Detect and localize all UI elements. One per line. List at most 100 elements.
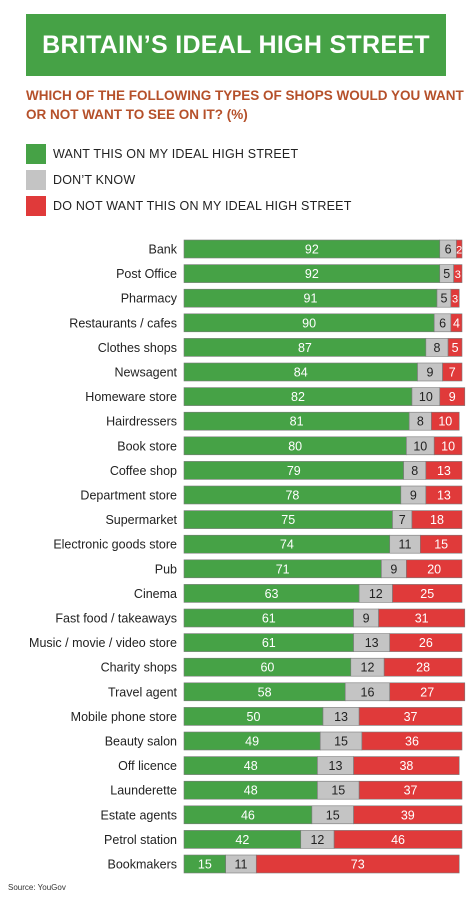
data-label-dont-know: 15 bbox=[331, 784, 345, 798]
legend-swatch-not-want bbox=[26, 196, 46, 216]
category-label: Newsagent bbox=[114, 366, 177, 380]
legend-label-not-want: DO NOT WANT THIS ON MY IDEAL HIGH STREET bbox=[53, 199, 352, 213]
bar-segment-not-want bbox=[411, 510, 463, 529]
bar-segment-not-want bbox=[383, 657, 463, 677]
bar-row-coffee-shop: Coffee shop 79 8 13 bbox=[110, 461, 463, 480]
bar-segment-not-want bbox=[450, 288, 460, 308]
source-note: Source: YouGov bbox=[8, 883, 66, 892]
data-label-want: 15 bbox=[198, 858, 212, 872]
bar-segment-not-want bbox=[333, 830, 463, 849]
bar-segment-not-want bbox=[353, 805, 463, 825]
data-label-want: 74 bbox=[280, 538, 294, 552]
data-label-not-want: 38 bbox=[399, 759, 413, 773]
data-label-want: 82 bbox=[291, 390, 305, 404]
data-label-not-want: 25 bbox=[420, 587, 434, 601]
data-label-want: 71 bbox=[276, 562, 290, 576]
data-label-dont-know: 15 bbox=[326, 808, 340, 822]
data-label-want: 63 bbox=[265, 587, 279, 601]
bar-segment-not-want bbox=[450, 313, 463, 333]
bar-row-launderette: Launderette 48 15 37 bbox=[110, 780, 463, 800]
bar-segment-not-want bbox=[433, 436, 463, 456]
data-label-dont-know: 8 bbox=[417, 415, 424, 429]
bar-segment-not-want bbox=[392, 584, 463, 603]
bar-segment-not-want bbox=[442, 362, 463, 382]
data-label-dont-know: 8 bbox=[434, 341, 441, 355]
data-label-want: 46 bbox=[241, 808, 255, 822]
category-label: Beauty salon bbox=[105, 735, 177, 749]
category-label: Department store bbox=[80, 489, 177, 503]
legend-swatch-want bbox=[26, 144, 46, 164]
data-label-dont-know: 16 bbox=[361, 685, 375, 699]
data-label-want: 61 bbox=[262, 636, 276, 650]
bar-row-restaurants-cafes: Restaurants / cafes 90 6 4 bbox=[69, 313, 463, 333]
data-label-want: 87 bbox=[298, 341, 312, 355]
data-label-not-want: 39 bbox=[401, 808, 415, 822]
bar-row-travel-agent: Travel agent 58 16 27 bbox=[108, 682, 466, 702]
data-label-dont-know: 8 bbox=[411, 464, 418, 478]
category-label: Homeware store bbox=[85, 390, 177, 404]
category-label: Off licence bbox=[118, 759, 177, 773]
data-label-not-want: 20 bbox=[427, 562, 441, 576]
category-label: Pub bbox=[155, 562, 177, 576]
bar-row-bank: Bank 92 6 2 bbox=[149, 239, 463, 259]
data-label-want: 79 bbox=[287, 464, 301, 478]
bar-segment-not-want bbox=[353, 756, 460, 775]
bar-row-cinema: Cinema 63 12 25 bbox=[134, 584, 463, 603]
data-label-want: 42 bbox=[235, 833, 249, 847]
bar-segment-not-want bbox=[456, 239, 463, 259]
data-label-dont-know: 5 bbox=[440, 292, 447, 306]
data-label-not-want: 31 bbox=[415, 612, 429, 626]
bar-segment-not-want bbox=[439, 387, 466, 406]
data-label-not-want: 26 bbox=[419, 636, 433, 650]
title-banner: BRITAIN’S IDEAL HIGH STREET bbox=[26, 14, 446, 76]
chart-subtitle: WHICH OF THE FOLLOWING TYPES OF SHOPS WO… bbox=[26, 88, 464, 122]
data-label-not-want: 3 bbox=[452, 294, 458, 306]
data-label-dont-know: 12 bbox=[361, 661, 375, 675]
category-label: Travel agent bbox=[108, 685, 178, 699]
data-label-want: 49 bbox=[245, 735, 259, 749]
data-label-dont-know: 9 bbox=[410, 489, 417, 503]
category-label: Electronic goods store bbox=[53, 538, 177, 552]
category-label: Petrol station bbox=[104, 833, 177, 847]
data-label-want: 84 bbox=[294, 366, 308, 380]
bar-row-pharmacy: Pharmacy 91 5 3 bbox=[121, 288, 460, 308]
category-label: Pharmacy bbox=[121, 292, 178, 306]
bar-segment-not-want bbox=[358, 707, 463, 726]
data-label-dont-know: 10 bbox=[413, 439, 427, 453]
category-label: Charity shops bbox=[101, 661, 177, 675]
data-label-want: 61 bbox=[262, 612, 276, 626]
data-label-want: 80 bbox=[288, 439, 302, 453]
bar-row-pub: Pub 71 9 20 bbox=[155, 559, 463, 579]
bar-row-newsagent: Newsagent 84 9 7 bbox=[114, 362, 463, 382]
category-label: Bank bbox=[149, 243, 178, 257]
data-label-want: 48 bbox=[244, 759, 258, 773]
data-label-dont-know: 6 bbox=[439, 316, 446, 330]
data-label-not-want: 46 bbox=[391, 833, 405, 847]
bar-segment-not-want bbox=[431, 411, 460, 431]
data-label-not-want: 28 bbox=[416, 661, 430, 675]
legend-label-want: WANT THIS ON MY IDEAL HIGH STREET bbox=[53, 147, 299, 161]
data-label-want: 50 bbox=[247, 710, 261, 724]
data-label-dont-know: 12 bbox=[369, 587, 383, 601]
bar-segment-not-want bbox=[389, 633, 463, 652]
bar-row-hairdressers: Hairdressers 81 8 10 bbox=[106, 411, 460, 431]
data-label-dont-know: 11 bbox=[399, 538, 412, 552]
category-label: Supermarket bbox=[105, 513, 177, 527]
data-label-want: 92 bbox=[305, 243, 319, 257]
bar-row-estate-agents: Estate agents 46 15 39 bbox=[101, 805, 463, 825]
bar-segment-not-want bbox=[447, 338, 463, 357]
legend-label-dont-know: DON’T KNOW bbox=[53, 173, 136, 187]
data-label-want: 81 bbox=[290, 415, 304, 429]
data-label-not-want: 7 bbox=[449, 366, 456, 380]
data-label-want: 90 bbox=[302, 316, 316, 330]
data-label-want: 58 bbox=[258, 685, 272, 699]
bar-row-book-store: Book store 80 10 10 bbox=[117, 436, 463, 456]
bar-row-electronic-goods-store: Electronic goods store 74 11 15 bbox=[53, 534, 463, 554]
bar-row-bookmakers: Bookmakers 15 11 73 bbox=[108, 854, 460, 874]
category-label: Clothes shops bbox=[98, 341, 177, 355]
bar-row-homeware-store: Homeware store 82 10 9 bbox=[85, 387, 466, 406]
data-label-not-want: 37 bbox=[404, 710, 418, 724]
category-label: Cinema bbox=[134, 587, 177, 601]
data-label-not-want: 10 bbox=[438, 415, 452, 429]
